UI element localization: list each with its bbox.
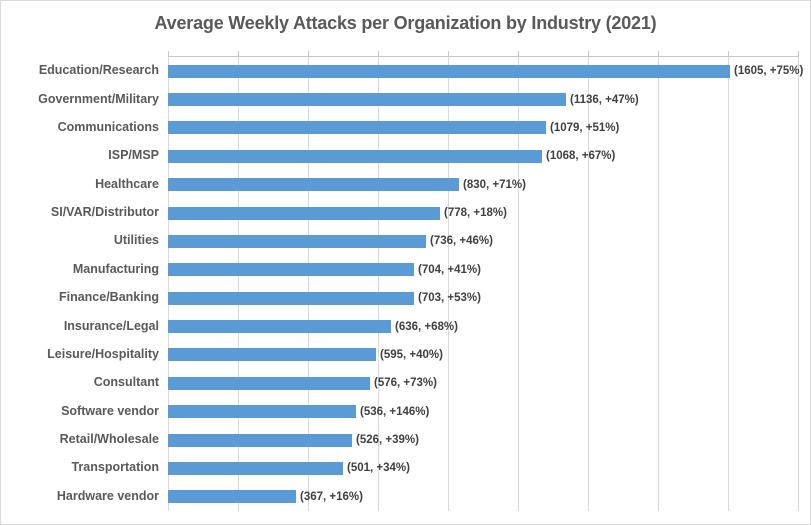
- data-label: (1605, +75%): [734, 65, 804, 78]
- value-axis-tick: [378, 51, 379, 57]
- data-label: (367, +16%): [300, 490, 363, 503]
- value-axis-tick: [658, 51, 659, 57]
- data-label: (1079, +51%): [550, 121, 620, 134]
- bar: [168, 64, 730, 78]
- value-axis-tick: [448, 51, 449, 57]
- chart-title: Average Weekly Attacks per Organization …: [154, 13, 657, 33]
- value-axis-tick: [238, 51, 239, 57]
- gridline: [798, 57, 799, 511]
- gridline: [588, 57, 589, 511]
- bar: [168, 376, 370, 390]
- category-label: Insurance/Legal: [63, 318, 159, 333]
- category-label: Utilities: [113, 233, 159, 248]
- data-label: (830, +71%): [463, 178, 526, 191]
- value-axis-tick: [588, 51, 589, 57]
- category-label: ISP/MSP: [108, 148, 159, 163]
- gridline: [448, 57, 449, 511]
- gridline: [378, 57, 379, 511]
- bar: [168, 348, 376, 362]
- data-label: (536, +146%): [360, 405, 430, 418]
- plot-area: (1605, +75%) (1136, +47%) (1079, +51%) (106…: [168, 51, 803, 511]
- category-axis-line: [168, 57, 169, 511]
- data-label: (526, +39%): [356, 434, 419, 447]
- data-label: (1136, +47%): [570, 93, 639, 106]
- data-label: (1068, +67%): [546, 150, 616, 163]
- bar: [168, 320, 391, 334]
- category-label: Hardware vendor: [56, 488, 159, 503]
- data-label: (636, +68%): [395, 320, 458, 333]
- value-axis-tick: [798, 51, 799, 57]
- bar: [168, 490, 296, 504]
- bar: [168, 149, 542, 163]
- value-axis-tick: [308, 51, 309, 57]
- bar: [168, 93, 566, 107]
- data-label: (736, +46%): [430, 235, 493, 248]
- category-label: Communications: [57, 119, 159, 134]
- bar: [168, 291, 414, 305]
- bar: [168, 121, 546, 135]
- gridline: [658, 57, 659, 511]
- data-label: (703, +53%): [418, 292, 481, 305]
- data-label: (704, +41%): [418, 263, 481, 276]
- category-label: Manufacturing: [72, 261, 159, 276]
- category-label: Healthcare: [95, 176, 159, 191]
- gridline: [238, 57, 239, 511]
- category-label: Consultant: [93, 375, 159, 390]
- bar: [168, 433, 352, 447]
- category-label: Finance/Banking: [58, 290, 159, 305]
- bar: [168, 405, 356, 419]
- data-label: (778, +18%): [444, 207, 507, 220]
- category-label: Government/Military: [38, 91, 159, 106]
- data-label: (576, +73%): [374, 377, 437, 390]
- category-label: Leisure/Hospitality: [47, 346, 159, 361]
- data-label: (595, +40%): [380, 348, 443, 361]
- bar: [168, 206, 440, 220]
- category-label: Transportation: [71, 460, 159, 475]
- gridline: [308, 57, 309, 511]
- category-label: Education/Research: [38, 63, 159, 78]
- value-axis-tick: [518, 51, 519, 57]
- data-label: (501, +34%): [347, 462, 410, 475]
- bar: [168, 234, 426, 248]
- category-label: Retail/Wholesale: [59, 432, 159, 447]
- category-label: SI/VAR/Distributor: [50, 205, 159, 220]
- bar: [168, 461, 343, 475]
- category-label: Software vendor: [61, 403, 159, 418]
- gridline: [518, 57, 519, 511]
- gridline: [728, 57, 729, 511]
- bar: [168, 178, 459, 192]
- value-axis-tick: [728, 51, 729, 57]
- value-axis-tick: [168, 51, 169, 57]
- bar: [168, 263, 414, 277]
